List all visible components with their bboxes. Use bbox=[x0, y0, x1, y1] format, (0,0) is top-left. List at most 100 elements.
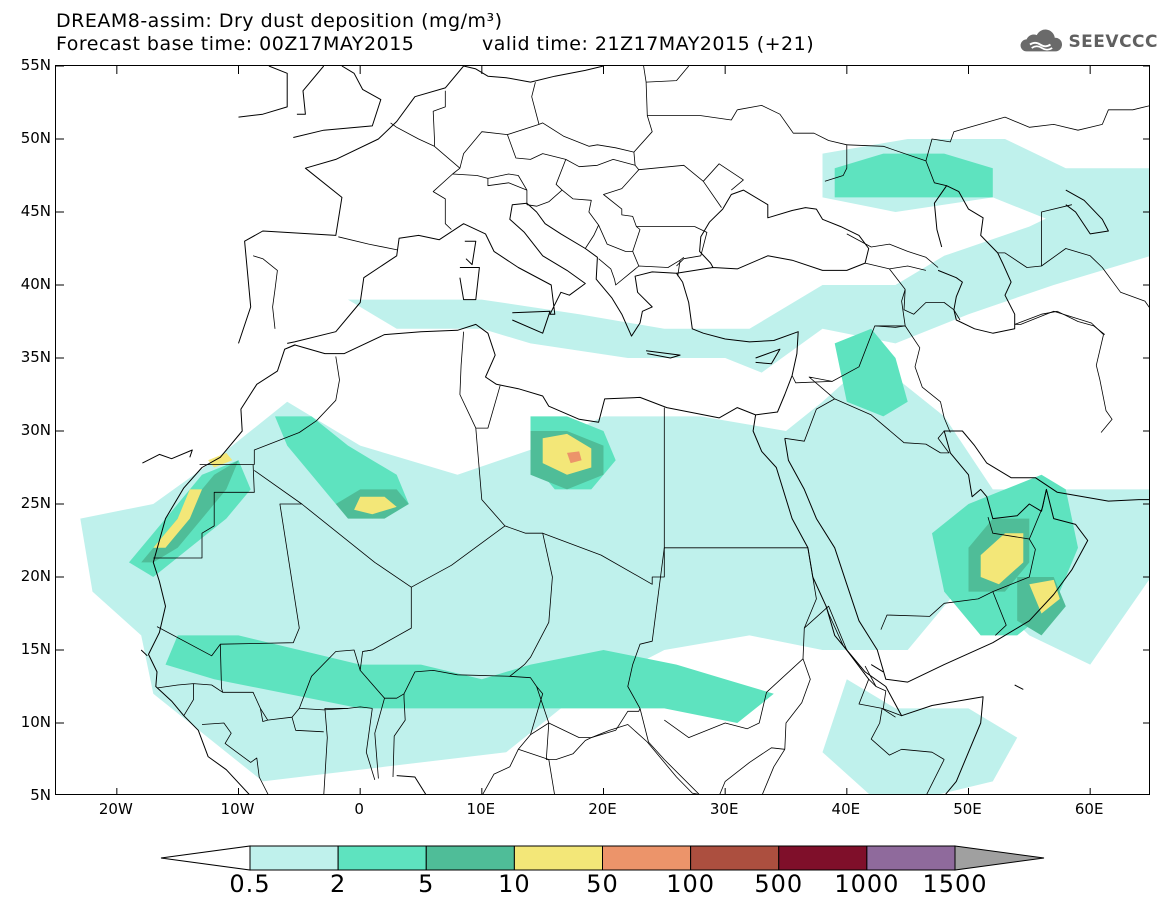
coastline bbox=[238, 66, 464, 344]
latitude-tick-label: 20N bbox=[20, 567, 51, 585]
legend-swatch bbox=[425, 845, 515, 871]
country-border bbox=[1014, 310, 1113, 433]
country-border bbox=[545, 722, 699, 794]
longitude-tick-label: 10E bbox=[466, 800, 496, 818]
legend-swatch-above bbox=[954, 845, 1045, 871]
longitude-tick-label: 20W bbox=[98, 800, 133, 818]
country-border bbox=[531, 82, 540, 125]
dust-region-level-5 bbox=[567, 451, 582, 464]
country-border bbox=[632, 226, 641, 252]
country-border bbox=[459, 331, 501, 429]
country-border bbox=[374, 698, 385, 779]
country-border bbox=[260, 708, 268, 722]
country-border bbox=[880, 538, 1036, 630]
country-border bbox=[548, 708, 641, 738]
coastline bbox=[1065, 189, 1109, 235]
legend-label: 100 bbox=[666, 870, 716, 898]
coastline bbox=[459, 267, 480, 301]
country-border bbox=[664, 547, 817, 738]
dust-region-level-2 bbox=[165, 635, 774, 723]
country-border bbox=[603, 164, 722, 267]
dust-region-level-4 bbox=[542, 433, 592, 475]
country-border bbox=[365, 708, 376, 781]
legend-swatch bbox=[866, 845, 956, 871]
country-border bbox=[784, 376, 836, 442]
logo-text: SEEVCCC bbox=[1068, 32, 1158, 52]
coastline bbox=[752, 414, 984, 794]
legend-swatch bbox=[337, 845, 427, 871]
country-border bbox=[432, 90, 446, 147]
latitude-tick-label: 50N bbox=[20, 129, 51, 147]
country-border bbox=[926, 759, 945, 794]
map-canvas bbox=[56, 66, 1149, 794]
coastline bbox=[148, 202, 799, 794]
country-border bbox=[392, 693, 406, 778]
country-border bbox=[834, 398, 941, 454]
country-border bbox=[252, 255, 278, 329]
latitude-tick-label: 15N bbox=[20, 640, 51, 658]
coastline bbox=[396, 775, 427, 794]
country-border bbox=[1014, 310, 1106, 335]
country-border bbox=[153, 464, 255, 559]
country-border bbox=[338, 236, 398, 251]
country-border bbox=[506, 122, 636, 166]
country-border bbox=[677, 260, 681, 277]
latitude-tick-label: 45N bbox=[20, 202, 51, 220]
country-border bbox=[390, 122, 461, 169]
dust-region-level-1 bbox=[822, 679, 1018, 794]
coastline bbox=[1014, 684, 1024, 690]
coastline bbox=[293, 66, 382, 138]
dust-region-level-4 bbox=[153, 489, 202, 548]
latitude-tick-label: 55N bbox=[20, 56, 51, 74]
legend-label: 500 bbox=[754, 870, 804, 898]
latitude-tick-label: 30N bbox=[20, 421, 51, 439]
longitude-tick-label: 60E bbox=[1074, 800, 1104, 818]
country-border bbox=[633, 66, 653, 153]
country-border bbox=[452, 173, 528, 205]
country-border bbox=[1041, 248, 1149, 308]
legend-swatch-below bbox=[160, 845, 251, 871]
longitude-tick-label: 10W bbox=[220, 800, 255, 818]
country-border bbox=[156, 683, 300, 721]
country-border bbox=[323, 708, 348, 794]
country-border bbox=[542, 532, 665, 585]
latitude-tick-label: 35N bbox=[20, 348, 51, 366]
country-border bbox=[870, 708, 945, 760]
country-border bbox=[997, 204, 1072, 268]
legend-swatch bbox=[778, 845, 868, 871]
legend-label: 1500 bbox=[922, 870, 988, 898]
legend-swatch bbox=[249, 845, 339, 871]
coastline bbox=[512, 310, 551, 334]
map-title: DREAM8-assim: Dry dust deposition (mg/m³… bbox=[56, 10, 503, 32]
country-border bbox=[647, 109, 738, 121]
country-border bbox=[719, 747, 785, 794]
latitude-tick-label: 25N bbox=[20, 494, 51, 512]
legend-label: 2 bbox=[329, 870, 347, 898]
coastline bbox=[296, 66, 325, 115]
country-border bbox=[846, 105, 1149, 162]
dust-region-level-1 bbox=[348, 183, 1149, 373]
country-border bbox=[846, 233, 939, 268]
country-border bbox=[627, 547, 700, 794]
country-border bbox=[526, 189, 599, 249]
latitude-tick-label: 5N bbox=[30, 786, 51, 804]
coastline bbox=[463, 66, 604, 83]
coastline bbox=[933, 185, 1016, 334]
legend-swatch bbox=[602, 845, 692, 871]
legend-label: 10 bbox=[498, 870, 531, 898]
country-border bbox=[475, 428, 506, 527]
country-border bbox=[219, 644, 224, 693]
country-border bbox=[291, 717, 324, 733]
country-border bbox=[881, 708, 902, 717]
coastline bbox=[142, 449, 193, 464]
longitude-tick-label: 40E bbox=[831, 800, 861, 818]
country-border bbox=[992, 591, 1007, 636]
country-border bbox=[925, 160, 947, 187]
longitude-tick-label: 0 bbox=[354, 800, 364, 818]
latitude-tick-label: 10N bbox=[20, 713, 51, 731]
legend-label: 0.5 bbox=[229, 870, 271, 898]
country-border bbox=[201, 722, 269, 794]
legend-label: 1000 bbox=[834, 870, 900, 898]
dust-region-level-2 bbox=[834, 153, 993, 198]
country-border bbox=[889, 268, 906, 290]
